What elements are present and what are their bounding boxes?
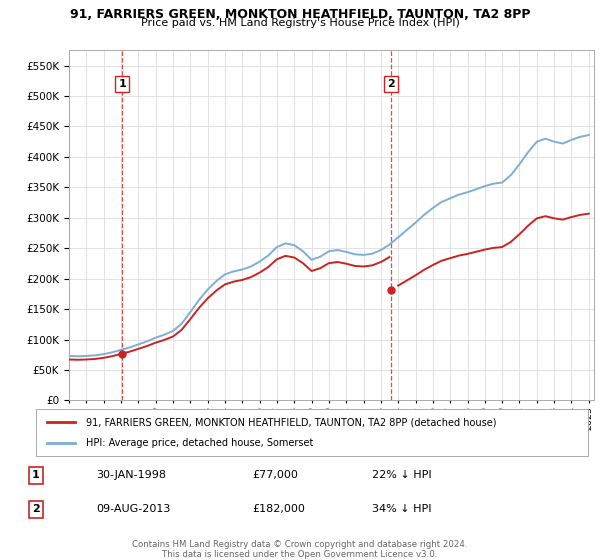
Text: 30-JAN-1998: 30-JAN-1998 <box>96 470 166 480</box>
Text: 1: 1 <box>32 470 40 480</box>
Text: Price paid vs. HM Land Registry's House Price Index (HPI): Price paid vs. HM Land Registry's House … <box>140 18 460 29</box>
Text: 91, FARRIERS GREEN, MONKTON HEATHFIELD, TAUNTON, TA2 8PP (detached house): 91, FARRIERS GREEN, MONKTON HEATHFIELD, … <box>86 417 496 427</box>
Text: Contains HM Land Registry data © Crown copyright and database right 2024.
This d: Contains HM Land Registry data © Crown c… <box>132 540 468 559</box>
Text: 91, FARRIERS GREEN, MONKTON HEATHFIELD, TAUNTON, TA2 8PP: 91, FARRIERS GREEN, MONKTON HEATHFIELD, … <box>70 8 530 21</box>
Text: 1: 1 <box>119 78 126 88</box>
Text: 09-AUG-2013: 09-AUG-2013 <box>96 505 170 514</box>
Text: £182,000: £182,000 <box>252 505 305 514</box>
Text: 22% ↓ HPI: 22% ↓ HPI <box>372 470 431 480</box>
Text: 2: 2 <box>388 78 395 88</box>
Text: £77,000: £77,000 <box>252 470 298 480</box>
Text: 34% ↓ HPI: 34% ↓ HPI <box>372 505 431 514</box>
Text: HPI: Average price, detached house, Somerset: HPI: Average price, detached house, Some… <box>86 438 313 448</box>
Text: 2: 2 <box>32 505 40 514</box>
